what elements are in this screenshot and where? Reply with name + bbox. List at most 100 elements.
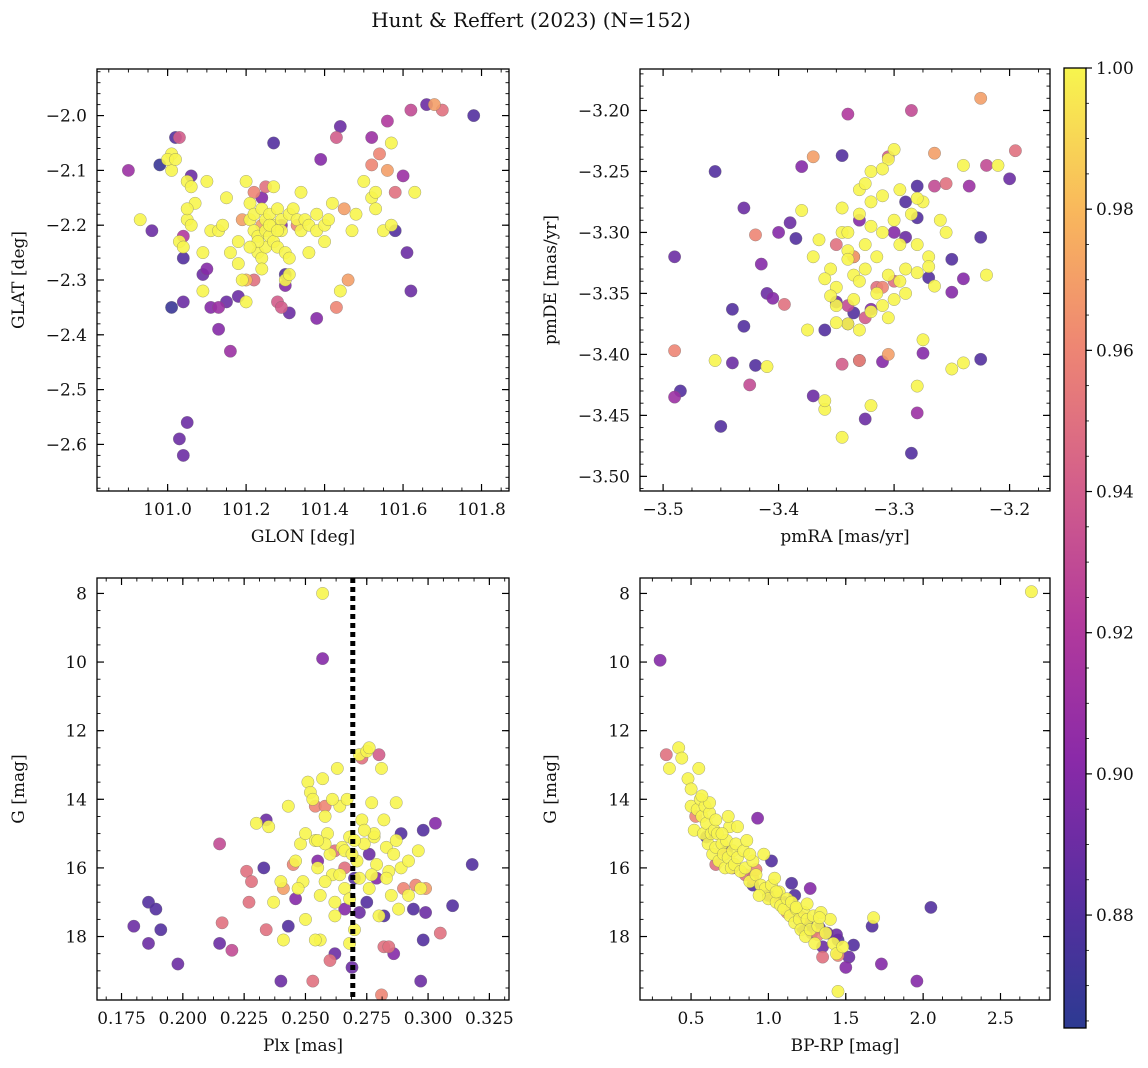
data-point bbox=[974, 91, 988, 105]
data-point bbox=[887, 293, 901, 306]
data-point bbox=[369, 185, 383, 199]
data-point bbox=[316, 586, 330, 600]
data-point bbox=[725, 356, 739, 370]
data-point bbox=[382, 940, 396, 954]
data-point bbox=[180, 202, 194, 216]
data-point bbox=[709, 813, 723, 827]
data-point bbox=[249, 816, 263, 830]
colorbar-tick-label: 0.98 bbox=[1096, 200, 1134, 220]
data-point bbox=[910, 179, 924, 193]
data-point bbox=[772, 225, 786, 239]
x-tick-label: 101.8 bbox=[457, 500, 506, 520]
data-point bbox=[785, 876, 799, 890]
data-point bbox=[180, 416, 194, 429]
y-tick-label: 16 bbox=[65, 859, 87, 879]
data-point bbox=[659, 748, 673, 762]
data-point bbox=[387, 847, 401, 861]
data-point bbox=[400, 246, 414, 260]
data-point bbox=[980, 268, 993, 282]
y-tick-label: 12 bbox=[608, 722, 630, 742]
data-point bbox=[220, 191, 233, 205]
data-point bbox=[812, 233, 826, 247]
y-tick-label: −3.40 bbox=[578, 345, 630, 365]
x-tick-label: 0.5 bbox=[678, 1009, 705, 1029]
data-point bbox=[752, 888, 766, 902]
data-point bbox=[467, 109, 481, 123]
data-point bbox=[795, 204, 809, 217]
data-point bbox=[858, 238, 872, 252]
data-point bbox=[731, 820, 744, 834]
y-tick-label: −3.20 bbox=[578, 101, 630, 121]
data-point bbox=[408, 185, 422, 199]
scatter-points bbox=[653, 585, 1038, 998]
data-point bbox=[789, 232, 803, 245]
data-point bbox=[127, 919, 141, 933]
data-point bbox=[789, 900, 803, 914]
data-point bbox=[1024, 585, 1038, 599]
data-point bbox=[847, 293, 861, 306]
data-point bbox=[980, 158, 993, 172]
data-point bbox=[904, 207, 918, 221]
y-tick-label: −2.0 bbox=[46, 107, 87, 127]
data-point bbox=[231, 257, 245, 271]
data-point bbox=[864, 399, 878, 413]
data-point bbox=[215, 916, 229, 930]
data-point bbox=[389, 834, 403, 847]
data-point bbox=[375, 761, 388, 775]
data-point bbox=[924, 900, 938, 914]
data-point bbox=[841, 317, 855, 331]
data-point bbox=[133, 213, 147, 227]
data-point bbox=[267, 180, 281, 194]
data-point bbox=[392, 902, 406, 916]
panel-propermotion: −3.5 −3.4 −3.3 −3.2 −3.50 −3.45 −3.40 −3.35 −3.3… bbox=[541, 68, 1051, 547]
data-point bbox=[904, 104, 918, 117]
data-point bbox=[904, 446, 918, 460]
data-point bbox=[294, 837, 307, 851]
y-tick-label: −3.35 bbox=[578, 284, 630, 304]
data-point bbox=[823, 912, 837, 926]
data-point bbox=[806, 389, 820, 403]
data-point bbox=[933, 213, 947, 227]
data-point bbox=[406, 902, 420, 916]
data-point bbox=[149, 902, 163, 916]
y-axis-label: pmDE [mas/yr] bbox=[541, 215, 561, 345]
x-tick-label: 1.5 bbox=[832, 1009, 859, 1029]
data-point bbox=[377, 813, 391, 827]
data-point bbox=[806, 250, 820, 264]
data-point bbox=[939, 177, 953, 191]
data-point bbox=[184, 218, 198, 232]
data-point bbox=[294, 185, 308, 199]
data-point bbox=[836, 940, 850, 954]
y-axis-label: GLAT [deg] bbox=[9, 231, 29, 329]
x-tick-label: 2.5 bbox=[987, 1009, 1014, 1029]
data-point bbox=[313, 888, 327, 902]
data-point bbox=[899, 286, 913, 300]
data-point bbox=[372, 748, 386, 762]
data-point bbox=[184, 180, 198, 194]
data-point bbox=[316, 772, 330, 786]
data-point bbox=[743, 847, 757, 861]
data-point bbox=[274, 875, 288, 889]
x-axis-label: pmRA [mas/yr] bbox=[780, 527, 909, 547]
data-point bbox=[1008, 144, 1022, 158]
data-point bbox=[329, 300, 343, 314]
data-point bbox=[318, 809, 332, 823]
data-point bbox=[419, 906, 433, 919]
data-point bbox=[893, 183, 907, 197]
colorbar-tick-label: 0.92 bbox=[1096, 624, 1134, 644]
x-tick-label: −3.2 bbox=[989, 500, 1030, 520]
data-point bbox=[749, 358, 762, 372]
data-point bbox=[235, 273, 249, 287]
data-point bbox=[852, 354, 866, 367]
panel-sky: 101.0 101.2 101.4 101.6 101.8 −2.6 −2.5 −2.4 −2.… bbox=[9, 68, 510, 547]
data-point bbox=[257, 861, 271, 875]
data-point bbox=[365, 158, 379, 172]
data-point bbox=[340, 792, 354, 806]
data-point bbox=[852, 207, 866, 221]
data-point bbox=[740, 834, 754, 847]
y-tick-label: 14 bbox=[608, 790, 630, 810]
data-point bbox=[916, 333, 930, 347]
data-point bbox=[360, 895, 374, 909]
y-axis-label: G [mag] bbox=[9, 754, 29, 823]
data-point bbox=[274, 300, 288, 314]
